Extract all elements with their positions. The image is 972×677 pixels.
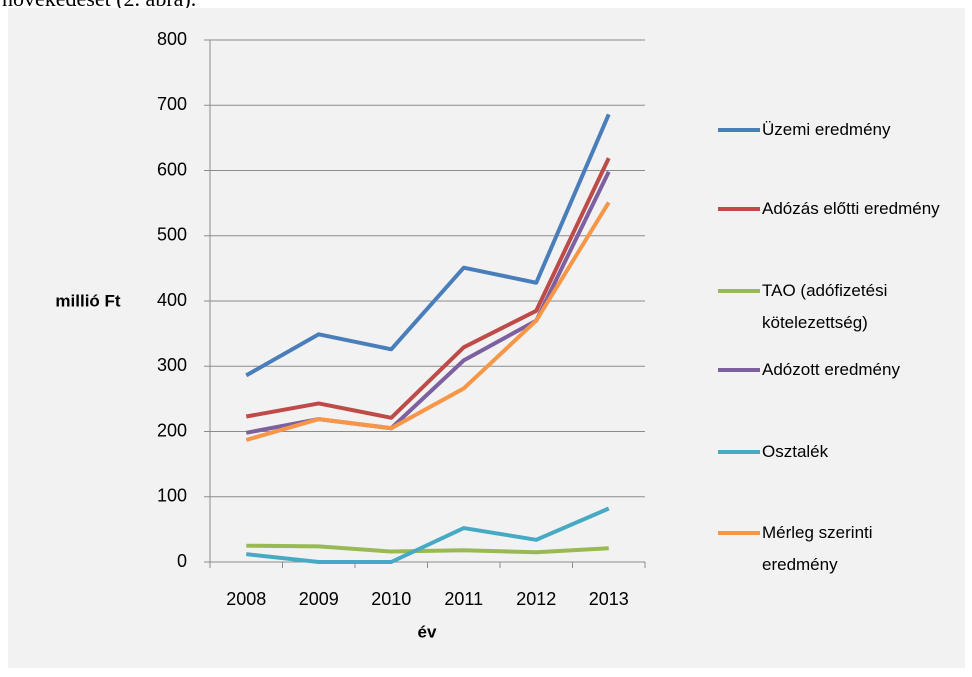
series-line [245, 201, 611, 442]
legend-label: Osztalék [762, 442, 829, 461]
x-tick-label: 2010 [371, 589, 411, 609]
x-tick-label: 2009 [299, 589, 339, 609]
x-tick-label: 2011 [444, 589, 483, 609]
legend-label: TAO (adófizetési kötelezettség) [762, 281, 888, 332]
series-line [246, 543, 609, 555]
legend-label: Üzemi eredmény [762, 120, 891, 139]
x-axis-label: év [418, 622, 437, 641]
series-line [246, 506, 610, 564]
legend-label: Mérleg szerinti eredmény [762, 523, 873, 574]
series-line [245, 170, 611, 435]
y-tick-label: 600 [157, 159, 187, 179]
y-tick-label: 500 [157, 225, 187, 245]
series-line [245, 113, 611, 378]
y-tick-label: 200 [157, 420, 187, 440]
y-tick-label: 0 [177, 551, 187, 571]
y-tick-label: 400 [157, 290, 187, 310]
x-tick-label: 2012 [516, 589, 556, 609]
y-axis-label: millió Ft [55, 291, 121, 310]
y-tick-label: 100 [157, 486, 187, 506]
y-tick-label: 700 [157, 94, 187, 114]
y-tick-label: 800 [157, 29, 187, 49]
text-above: növekedését (2. ábra). [2, 0, 196, 12]
series-line [245, 157, 611, 420]
y-tick-label: 300 [157, 355, 187, 375]
x-tick-label: 2008 [226, 589, 266, 609]
legend-label: Adózott eredmény [762, 360, 900, 379]
legend-label: Adózás előtti eredmény [762, 199, 940, 218]
x-tick-label: 2013 [589, 589, 629, 609]
